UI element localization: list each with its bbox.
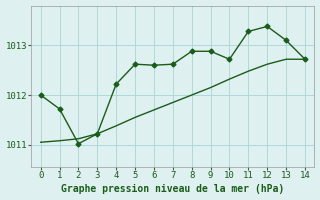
X-axis label: Graphe pression niveau de la mer (hPa): Graphe pression niveau de la mer (hPa) xyxy=(61,184,284,194)
